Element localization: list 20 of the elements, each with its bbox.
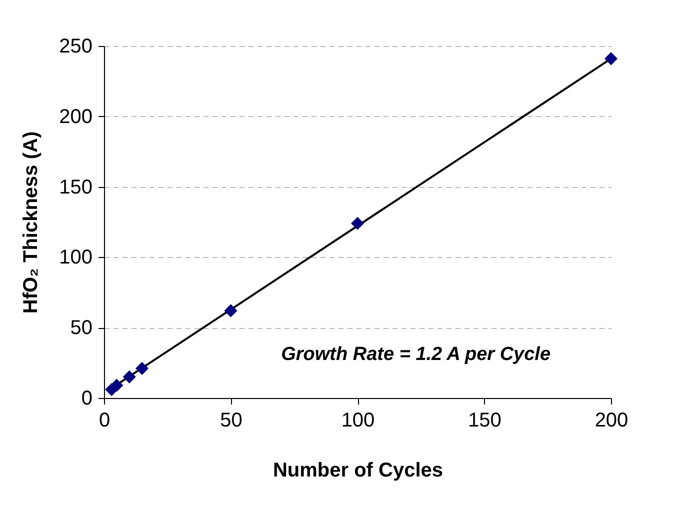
point	[604, 52, 618, 66]
y-tick-label: 200	[59, 106, 92, 128]
x-tick-label: 0	[98, 410, 110, 432]
x-tick-label: 200	[594, 410, 628, 432]
point	[136, 362, 149, 375]
annotation: Growth Rate = 1.2 A per Cycle	[281, 344, 551, 365]
y-tick-label: 0	[81, 388, 92, 410]
y-tick-label: 100	[59, 246, 92, 269]
x-tick-label: 150	[468, 410, 502, 432]
point	[122, 370, 136, 384]
y-tick-label: 250	[59, 36, 92, 58]
y-axis-title: HfO₂ Thickness (A)	[20, 131, 42, 314]
x-tick-label: 50	[220, 410, 242, 432]
x-axis-title: Number of Cycles	[272, 460, 444, 482]
point	[110, 378, 124, 392]
point	[350, 216, 364, 230]
x-tick-label: 100	[341, 410, 375, 432]
y-tick-label: 50	[70, 317, 92, 340]
y-tick-label: 150	[59, 176, 92, 198]
point	[224, 304, 238, 318]
